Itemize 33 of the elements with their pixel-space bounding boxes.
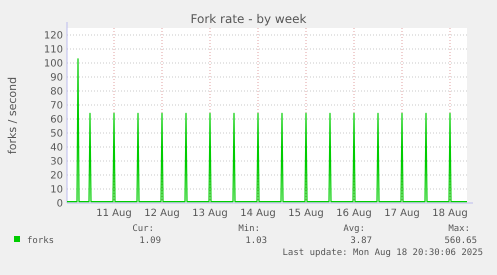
y-tick-label: 20	[50, 170, 63, 182]
y-tick-label: 120	[44, 30, 63, 42]
y-tick-label: 40	[50, 142, 63, 154]
x-tick-label: 15 Aug	[288, 208, 324, 219]
y-axis-title: forks / second	[6, 76, 19, 154]
x-tick-label: 16 Aug	[336, 208, 372, 219]
text: Cur:	[132, 224, 154, 234]
x-tick-label: 13 Aug	[192, 208, 228, 219]
y-tick-label: 80	[50, 86, 63, 98]
y-tick-label: 70	[50, 100, 63, 112]
y-tick-label: 10	[50, 184, 63, 196]
text: Last update: Mon Aug 18 20:30:06 2025	[282, 248, 483, 258]
y-tick-label: 0	[56, 198, 63, 210]
x-tick-label: 14 Aug	[240, 208, 276, 219]
x-tick-label: 18 Aug	[432, 208, 468, 219]
y-tick-label: 30	[50, 156, 63, 168]
chart-title: Fork rate - by week	[190, 12, 306, 26]
x-tick-label: 17 Aug	[384, 208, 420, 219]
x-tick-label: 11 Aug	[96, 208, 132, 219]
text: Avg:	[343, 224, 365, 234]
text: 1.03	[245, 236, 267, 246]
y-tick-label: 50	[50, 128, 63, 140]
legend-label: forks	[27, 236, 54, 246]
text: 1.09	[139, 236, 161, 246]
y-tick-label: 90	[50, 72, 63, 84]
x-tick-label: 12 Aug	[144, 208, 180, 219]
text: Max:	[448, 224, 470, 234]
y-tick-label: 110	[44, 44, 63, 56]
y-tick-label: 100	[44, 58, 63, 70]
text: Min:	[238, 224, 260, 234]
y-tick-label: 60	[50, 114, 63, 126]
text: 3.87	[350, 236, 372, 246]
text: 560.65	[444, 236, 477, 246]
